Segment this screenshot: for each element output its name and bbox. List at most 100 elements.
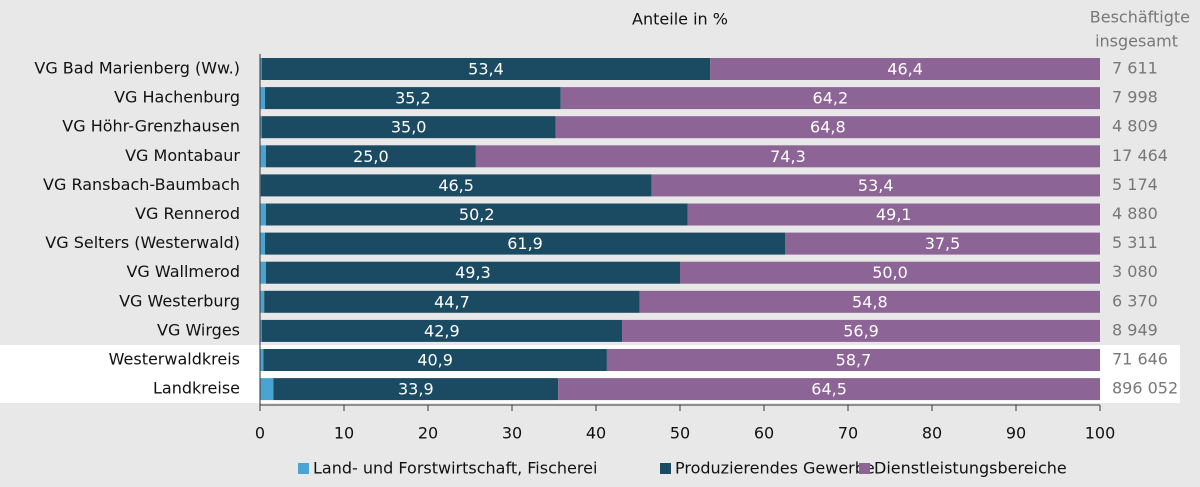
bar-segment xyxy=(260,232,266,255)
totals-header: insgesamt xyxy=(1095,32,1178,51)
bar-segment xyxy=(260,378,274,401)
bar-segment xyxy=(687,203,1100,226)
total-label: 5 311 xyxy=(1112,233,1158,252)
x-tick-label: 90 xyxy=(1006,424,1026,443)
total-label: 896 052 xyxy=(1112,379,1178,398)
category-label: VG Wirges xyxy=(157,320,240,339)
total-label: 8 949 xyxy=(1112,320,1158,339)
x-tick-label: 0 xyxy=(255,424,265,443)
bar-segment xyxy=(273,378,559,401)
total-label: 3 080 xyxy=(1112,262,1158,281)
x-tick-label: 80 xyxy=(922,424,942,443)
category-label: VG Hachenburg xyxy=(114,88,240,107)
value-label: 50,2 xyxy=(459,205,495,224)
bar-segment xyxy=(560,87,1100,110)
legend-label: Produzierendes Gewerbe xyxy=(675,459,875,478)
total-label: 6 370 xyxy=(1112,291,1158,310)
bar-segment xyxy=(261,58,711,80)
value-label: 49,1 xyxy=(876,205,912,224)
value-label: 56,9 xyxy=(843,321,879,340)
legend-swatch xyxy=(859,463,870,474)
bar-segment xyxy=(651,174,1100,197)
total-label: 5 174 xyxy=(1112,175,1158,194)
x-tick-label: 70 xyxy=(838,424,858,443)
category-label: Landkreise xyxy=(153,379,240,398)
value-label: 53,4 xyxy=(468,60,504,79)
category-label: VG Wallmerod xyxy=(126,262,240,281)
bar-segment xyxy=(265,203,688,226)
bar-segment xyxy=(261,319,623,342)
x-tick-label: 100 xyxy=(1085,424,1116,443)
bar-segment xyxy=(606,349,1100,371)
legend-label: Dienstleistungsbereiche xyxy=(874,459,1067,478)
bar-segment xyxy=(265,232,785,255)
bar-segment xyxy=(680,261,1100,284)
category-label: VG Ransbach-Baumbach xyxy=(43,175,240,194)
bar-segment xyxy=(260,290,265,313)
value-label: 64,2 xyxy=(813,89,849,108)
value-label: 46,4 xyxy=(887,60,923,79)
value-label: 42,9 xyxy=(424,321,460,340)
bar-segment xyxy=(558,378,1100,401)
value-label: 46,5 xyxy=(438,176,474,195)
bar-segment xyxy=(264,290,640,313)
bar-segment xyxy=(260,174,652,197)
totals-header: Beschäftigte xyxy=(1090,8,1190,27)
x-tick-label: 10 xyxy=(334,424,354,443)
category-label: VG Selters (Westerwald) xyxy=(45,233,240,252)
bar-segment xyxy=(475,145,1100,168)
bar-segment xyxy=(265,261,680,284)
category-label: VG Montabaur xyxy=(125,146,240,165)
value-label: 64,8 xyxy=(810,118,846,137)
value-label: 58,7 xyxy=(836,351,872,370)
bar-segment xyxy=(260,58,262,80)
total-label: 4 809 xyxy=(1112,117,1158,136)
value-label: 50,0 xyxy=(872,263,908,282)
x-tick-label: 60 xyxy=(754,424,774,443)
bar-segment xyxy=(622,319,1100,342)
bar-segment xyxy=(260,261,266,284)
value-label: 35,0 xyxy=(391,118,427,137)
bar-segment xyxy=(260,203,266,226)
total-label: 71 646 xyxy=(1112,350,1168,369)
category-label: VG Westerburg xyxy=(119,291,240,310)
chart-title: Anteile in % xyxy=(632,10,728,29)
total-label: 17 464 xyxy=(1112,146,1168,165)
value-label: 61,9 xyxy=(507,234,543,253)
bar-segment xyxy=(260,145,266,168)
value-label: 40,9 xyxy=(417,351,453,370)
value-label: 53,4 xyxy=(858,176,894,195)
value-label: 54,8 xyxy=(852,292,888,311)
value-label: 25,0 xyxy=(353,147,389,166)
total-label: 4 880 xyxy=(1112,204,1158,223)
bar-segment xyxy=(261,116,556,139)
value-label: 74,3 xyxy=(770,147,806,166)
bar-segment xyxy=(260,319,262,342)
legend-label: Land- und Forstwirtschaft, Fischerei xyxy=(313,459,597,478)
bar-segment xyxy=(265,145,476,168)
value-label: 35,2 xyxy=(395,89,431,108)
bar-segment xyxy=(555,116,1100,139)
bar-segment xyxy=(639,290,1100,313)
value-label: 44,7 xyxy=(434,292,470,311)
value-label: 37,5 xyxy=(925,234,961,253)
x-tick-label: 30 xyxy=(502,424,522,443)
x-tick-label: 50 xyxy=(670,424,690,443)
bar-segment xyxy=(260,87,266,110)
bar-segment xyxy=(263,349,607,371)
x-tick-label: 40 xyxy=(586,424,606,443)
bar-segment xyxy=(785,232,1100,255)
total-label: 7 998 xyxy=(1112,88,1158,107)
bar-segment xyxy=(710,58,1100,80)
bar-segment xyxy=(260,116,262,139)
category-label: VG Bad Marienberg (Ww.) xyxy=(34,59,240,78)
legend-swatch xyxy=(298,463,309,474)
category-label: Westerwaldkreis xyxy=(109,350,240,369)
value-label: 49,3 xyxy=(455,263,491,282)
bar-segment xyxy=(265,87,561,110)
category-label: VG Rennerod xyxy=(135,204,240,223)
x-tick-label: 20 xyxy=(418,424,438,443)
total-label: 7 611 xyxy=(1112,59,1158,78)
value-label: 33,9 xyxy=(398,380,434,399)
